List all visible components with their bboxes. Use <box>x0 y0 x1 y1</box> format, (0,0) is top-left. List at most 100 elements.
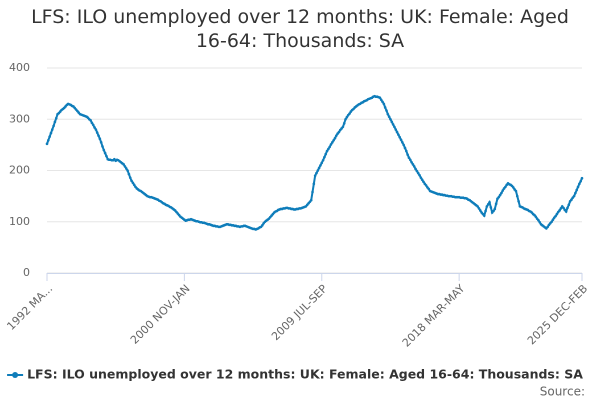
y-tick-label: 200 <box>9 164 30 177</box>
data-point <box>313 174 317 177</box>
data-point <box>122 163 125 166</box>
data-point <box>124 167 128 170</box>
data-point <box>130 179 133 183</box>
data-point <box>385 109 388 112</box>
data-point <box>564 210 568 213</box>
data-point <box>47 138 50 142</box>
data-point <box>419 176 423 179</box>
data-point <box>572 194 576 198</box>
data-point <box>538 220 542 224</box>
data-point <box>52 124 55 128</box>
data-point <box>103 151 107 155</box>
data-point <box>579 179 582 183</box>
data-point <box>98 137 102 141</box>
data-point <box>90 121 94 125</box>
data-point <box>48 135 51 138</box>
data-point <box>50 128 54 131</box>
data-point <box>390 120 394 124</box>
data-point <box>131 181 135 185</box>
data-point <box>559 207 563 210</box>
series-line <box>46 95 583 231</box>
data-point <box>402 143 405 147</box>
data-point <box>393 125 396 129</box>
data-point <box>574 191 577 195</box>
data-point <box>414 167 417 171</box>
data-point <box>476 205 479 208</box>
data-point <box>327 147 330 151</box>
data-point <box>397 133 400 136</box>
data-point <box>478 209 482 212</box>
data-point <box>91 123 95 127</box>
data-point <box>49 131 53 135</box>
data-point <box>93 126 96 129</box>
x-tick-label: 2018 MAR-MAY <box>400 282 468 350</box>
data-point <box>325 149 329 153</box>
data-point <box>94 128 98 131</box>
data-point <box>514 189 518 193</box>
data-point <box>97 134 100 137</box>
data-point <box>378 96 382 100</box>
data-point <box>512 186 515 189</box>
data-point <box>321 158 325 162</box>
data-point <box>394 128 398 131</box>
data-point <box>493 207 497 211</box>
data-point <box>342 122 346 125</box>
data-point <box>486 203 490 206</box>
data-point <box>517 199 520 203</box>
data-point <box>126 169 129 172</box>
data-point <box>420 178 424 182</box>
data-point <box>105 154 108 158</box>
data-point <box>54 116 58 120</box>
data-point <box>500 191 503 195</box>
data-point <box>412 165 416 168</box>
data-point <box>401 141 404 144</box>
data-point <box>489 206 493 209</box>
data-point <box>578 182 581 186</box>
data-point <box>408 158 412 162</box>
data-point <box>345 115 349 119</box>
y-tick-label: 300 <box>9 112 30 125</box>
data-point <box>501 189 505 192</box>
data-point <box>405 149 408 153</box>
data-point <box>566 206 569 210</box>
data-point <box>410 161 413 164</box>
data-point <box>320 161 324 165</box>
data-point <box>53 120 57 124</box>
x-tick-label: 2009 JUL-SEP <box>269 282 330 343</box>
y-tick-label: 0 <box>23 266 30 279</box>
data-point <box>316 169 320 172</box>
data-point <box>482 214 486 217</box>
chart-title: LFS: ILO unemployed over 12 months: UK: … <box>31 6 569 52</box>
data-point <box>391 123 395 126</box>
data-point <box>123 165 127 168</box>
data-point <box>331 141 334 144</box>
data-point <box>45 142 49 146</box>
data-point <box>537 218 540 222</box>
data-point <box>422 180 425 184</box>
data-point <box>311 190 314 194</box>
data-point <box>333 136 337 140</box>
data-point <box>488 200 491 204</box>
data-point <box>550 220 553 224</box>
data-point <box>497 195 501 199</box>
data-point <box>341 125 345 129</box>
data-point <box>485 205 489 208</box>
data-point <box>309 198 313 202</box>
data-point <box>334 134 338 137</box>
data-point <box>575 188 579 192</box>
data-point <box>383 106 387 109</box>
data-point <box>580 176 584 180</box>
data-point <box>534 215 538 218</box>
data-point <box>418 173 421 177</box>
data-point <box>551 218 555 221</box>
data-point <box>128 176 132 179</box>
legend-marker <box>12 372 19 378</box>
legend-label: LFS: ILO unemployed over 12 months: UK: … <box>27 367 583 382</box>
data-point <box>415 169 419 173</box>
data-point <box>515 194 519 198</box>
data-point <box>328 145 331 149</box>
data-point <box>427 187 431 191</box>
data-point <box>324 152 328 156</box>
